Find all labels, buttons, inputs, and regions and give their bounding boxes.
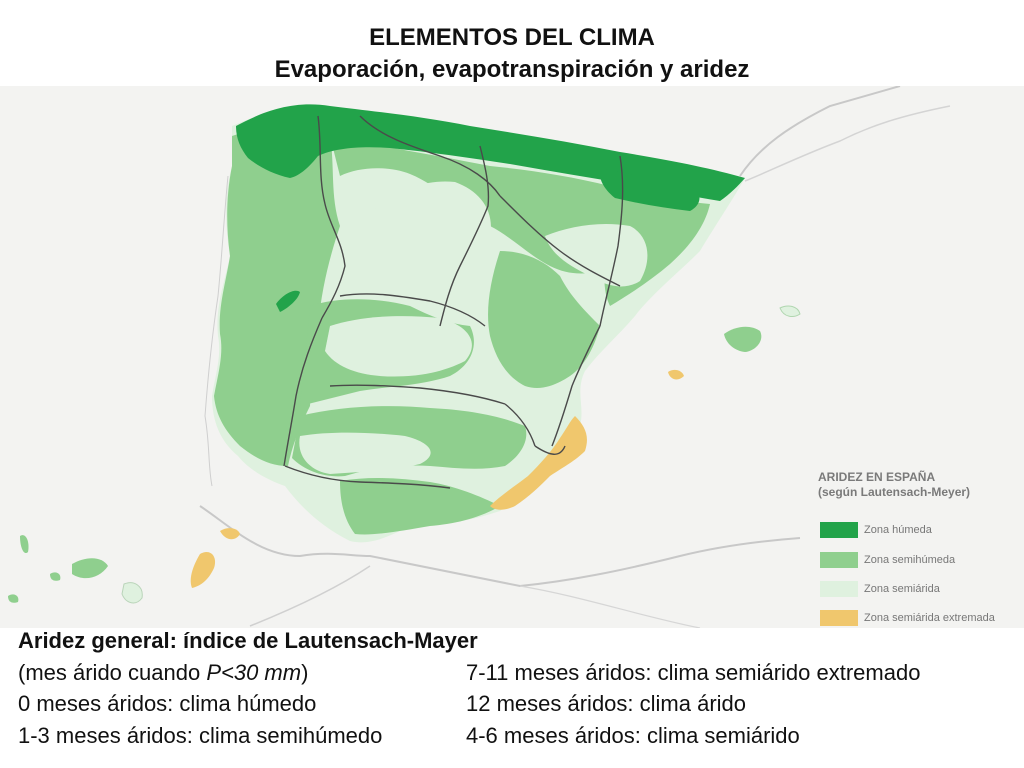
gran-canaria-island <box>121 582 143 604</box>
legend-label-humeda: Zona húmeda <box>864 524 932 536</box>
menorca-island <box>779 305 801 317</box>
info-left-1-after: ) <box>301 660 309 685</box>
zona-semiarida-guadalquivir <box>299 432 431 474</box>
mallorca-island <box>724 326 762 352</box>
legend-title: ARIDEZ EN ESPAÑA (según Lautensach-Meyer… <box>818 470 1018 500</box>
lanzarote-island <box>220 528 240 540</box>
legend: ARIDEZ EN ESPAÑA (según Lautensach-Meyer… <box>818 470 1018 626</box>
la-palma-island <box>20 535 29 554</box>
portugal-coast-line <box>204 175 229 487</box>
info-title: Aridez general: índice de Lautensach-May… <box>18 628 478 653</box>
france-border-line <box>744 105 951 182</box>
legend-swatch-semihumeda <box>820 552 858 568</box>
zona-semiarida-meseta-norte <box>353 181 491 286</box>
legend-title-line-1: ARIDEZ EN ESPAÑA <box>818 470 936 484</box>
zona-semiarida-extremada-sureste <box>490 416 587 510</box>
aridity-map <box>0 86 1024 628</box>
info-left-line-1: (mes árido cuando P<30 mm) <box>18 660 308 686</box>
title-line-2: Evaporación, evapotranspiración y aridez <box>274 56 750 83</box>
legend-swatch-humeda <box>820 522 858 538</box>
ibiza-island <box>668 369 684 380</box>
legend-label-extremada: Zona semiárida extremada <box>864 612 995 624</box>
zona-semihumeda-iberico <box>488 251 600 388</box>
info-left-line-2: 0 meses áridos: clima húmedo <box>18 691 317 716</box>
zona-humeda-gredos <box>276 290 300 312</box>
info-right-line-1: 7-11 meses áridos: clima semiárido extre… <box>466 660 921 685</box>
spain-aridity-map-svg <box>8 86 951 628</box>
france-coastline <box>739 86 901 177</box>
info-right-line-2: 12 meses áridos: clima árido <box>466 691 747 716</box>
zona-semiarida-ebro <box>545 224 648 287</box>
fuerteventura-island <box>190 551 216 588</box>
info-right-line-3: 4-6 meses áridos: clima semiárido <box>466 723 800 748</box>
info-left-1-before: (mes árido cuando <box>18 660 207 685</box>
algeria-line <box>519 585 701 628</box>
la-gomera-island <box>50 572 61 581</box>
zona-semiarida-mancha <box>325 316 472 377</box>
legend-swatch-semiarida <box>820 581 858 597</box>
regional-borders <box>283 115 624 489</box>
legend-label-semiarida: Zona semiárida <box>864 583 940 595</box>
info-left-1-italic: P<30 mm <box>206 660 302 685</box>
zona-humeda-pirineo <box>599 168 700 211</box>
legend-swatch-extremada <box>820 610 858 626</box>
legend-label-semihumeda: Zona semihúmeda <box>864 554 956 566</box>
africa-coastline <box>199 505 801 588</box>
el-hierro-island <box>8 594 19 603</box>
info-left-line-3: 1-3 meses áridos: clima semihúmedo <box>18 723 383 748</box>
tenerife-island <box>72 558 108 579</box>
africa-inner-line <box>249 565 371 627</box>
zona-semihumeda-betica <box>340 478 500 535</box>
title-line-1: ELEMENTOS DEL CLIMA <box>369 24 655 51</box>
legend-title-line-2: (según Lautensach-Meyer) <box>818 485 971 499</box>
